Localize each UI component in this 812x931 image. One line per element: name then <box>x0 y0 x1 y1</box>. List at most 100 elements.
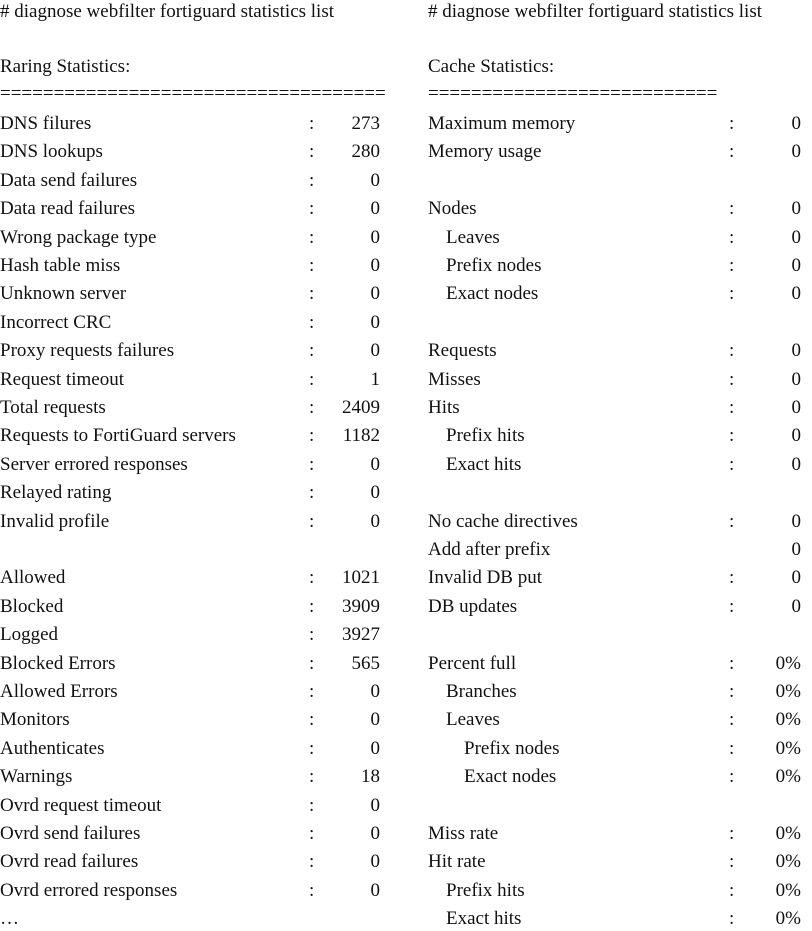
row-value: 0 <box>370 823 381 844</box>
row-value: 0 <box>370 283 381 305</box>
row-label: Exact nodes <box>446 283 539 305</box>
row-value: 0 <box>791 510 802 532</box>
row-separator: : <box>309 113 315 134</box>
row-separator: : <box>729 340 735 362</box>
row-value: 0 <box>370 255 381 276</box>
row-separator: : <box>309 141 315 163</box>
row-value: 0% <box>775 879 801 901</box>
row-label: Hits <box>428 397 460 418</box>
rule: =========================== <box>428 83 718 104</box>
row-label: Exact nodes <box>464 766 557 788</box>
row-value: 273 <box>351 113 381 134</box>
row-label: Authenticates <box>0 737 105 759</box>
row-value: 0 <box>791 255 802 276</box>
row-label: Add after prefix <box>428 539 551 560</box>
row-label: Exact hits <box>446 453 522 475</box>
row-label: Prefix hits <box>446 879 525 901</box>
row-label: Misses <box>428 368 481 390</box>
row-separator: : <box>729 567 735 589</box>
row-label: Ovrd send failures <box>0 823 141 844</box>
row-separator: : <box>309 198 315 220</box>
row-label: Requests <box>428 340 497 362</box>
row-value: 2409 <box>342 397 380 418</box>
row-separator: : <box>729 652 735 674</box>
row-value: 0 <box>370 340 381 362</box>
row-value: 1 <box>370 368 381 390</box>
row-value: 0 <box>791 226 802 248</box>
row-value: 0 <box>370 169 381 191</box>
row-value: 0% <box>775 851 801 873</box>
row-label: Prefix hits <box>446 425 525 447</box>
row-value: 0 <box>370 794 381 816</box>
row-separator: : <box>309 510 315 532</box>
row-label: Data read failures <box>0 198 136 220</box>
row-label: Incorrect CRC <box>0 311 112 333</box>
row-label: Hit rate <box>428 851 486 873</box>
row-value: 0 <box>370 851 381 873</box>
row-value: 0 <box>370 709 381 731</box>
section-title: Cache Statistics: <box>428 56 555 77</box>
row-separator: : <box>309 425 315 447</box>
row-label: DB updates <box>428 595 518 617</box>
row-label: Invalid profile <box>0 510 110 532</box>
row-label: Blocked Errors <box>0 652 116 674</box>
row-separator: : <box>729 141 735 163</box>
row-value: 0% <box>775 737 801 759</box>
row-value: 0% <box>775 908 801 930</box>
row-value: 280 <box>351 141 381 163</box>
row-value: 0 <box>370 879 381 901</box>
row-value: 0 <box>370 311 381 333</box>
row-separator: : <box>309 453 315 475</box>
row-separator: : <box>729 255 735 276</box>
row-separator: : <box>729 766 735 788</box>
row-label: Logged <box>0 624 59 646</box>
row-label: Branches <box>446 681 517 702</box>
row-separator: : <box>729 823 735 844</box>
row-value: 0 <box>791 453 802 475</box>
row-value: 0 <box>370 737 381 759</box>
row-label: Warnings <box>0 766 73 788</box>
row-separator: : <box>729 851 735 873</box>
row-separator: : <box>309 652 315 674</box>
row-separator: : <box>729 595 735 617</box>
row-value: 565 <box>351 652 381 674</box>
row-label: Blocked <box>0 595 64 617</box>
row-label: Monitors <box>0 709 70 731</box>
row-separator: : <box>729 681 735 702</box>
row-label: Proxy requests failures <box>0 340 175 362</box>
row-value: 0 <box>791 595 802 617</box>
row-separator: : <box>309 766 315 788</box>
row-value: 0 <box>791 141 802 163</box>
row-value: 0 <box>370 681 381 702</box>
row-label: Relayed rating <box>0 482 112 504</box>
row-label: Request timeout <box>0 368 125 390</box>
row-value: 3927 <box>342 624 380 646</box>
row-value: 0 <box>791 425 802 447</box>
command: # diagnose webfilter fortiguard statisti… <box>428 1 763 22</box>
row-label: Leaves <box>446 709 500 731</box>
row-separator: : <box>729 908 735 930</box>
row-label: Prefix nodes <box>464 737 560 759</box>
row-separator: : <box>729 510 735 532</box>
row-separator: : <box>729 283 735 305</box>
row-separator: : <box>309 340 315 362</box>
row-value: 1182 <box>342 425 380 447</box>
row-separator: : <box>309 397 315 418</box>
row-value: 1021 <box>342 567 380 589</box>
row-separator: : <box>309 823 315 844</box>
row-label: Memory usage <box>428 141 542 163</box>
section-title: Raring Statistics: <box>0 56 131 77</box>
row-value: 0 <box>370 453 381 475</box>
row-separator: : <box>309 482 315 504</box>
row-value: 0 <box>791 397 802 418</box>
row-separator: : <box>309 851 315 873</box>
row-value: 0 <box>370 482 381 504</box>
row-value: 0% <box>775 681 801 702</box>
row-separator: : <box>729 113 735 134</box>
row-value: 3909 <box>342 595 380 617</box>
row-label: Prefix nodes <box>446 255 542 276</box>
row-separator: : <box>729 709 735 731</box>
command: # diagnose webfilter fortiguard statisti… <box>0 1 335 22</box>
row-value: 0% <box>775 652 801 674</box>
row-value: 0 <box>370 510 381 532</box>
